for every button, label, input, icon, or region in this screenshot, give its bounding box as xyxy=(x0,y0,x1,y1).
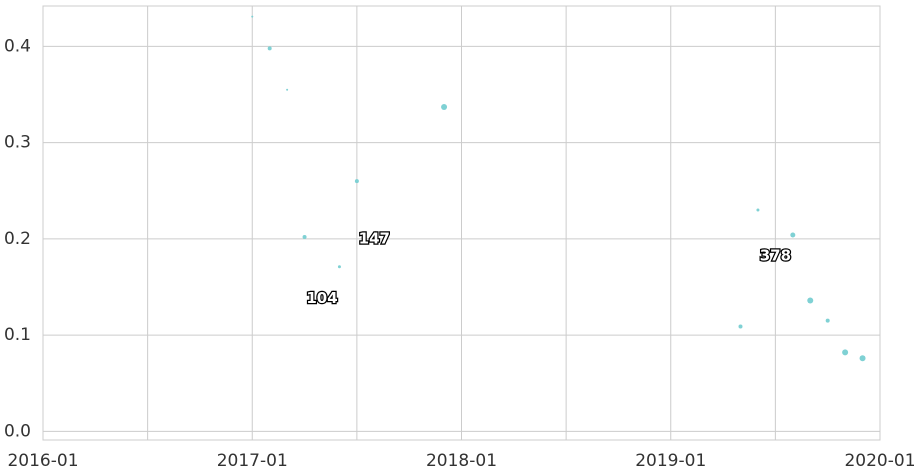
point xyxy=(302,234,307,239)
point xyxy=(738,324,743,329)
point xyxy=(825,318,830,323)
y-tick-label: 0.4 xyxy=(4,36,31,56)
x-tick-label: 2020-01 xyxy=(844,451,915,471)
point xyxy=(286,88,289,91)
x-tick-label: 2017-01 xyxy=(217,451,288,471)
point xyxy=(267,46,272,51)
point xyxy=(354,179,359,184)
x-tick-label: 2016-01 xyxy=(7,451,78,471)
point xyxy=(859,355,866,362)
x-tick-label: 2018-01 xyxy=(426,451,497,471)
y-tick-label: 0.1 xyxy=(4,325,31,345)
point xyxy=(337,265,341,269)
annotation: 378 xyxy=(760,247,791,265)
annotation: 147 xyxy=(359,229,390,247)
point xyxy=(807,297,814,304)
y-tick-label: 0.2 xyxy=(4,229,31,249)
y-tick-label: 0.3 xyxy=(4,133,31,153)
x-tick-label: 2019-01 xyxy=(635,451,706,471)
point xyxy=(790,232,796,238)
annotation: 104 xyxy=(306,289,337,307)
point xyxy=(251,15,254,18)
point xyxy=(842,349,849,356)
point xyxy=(441,104,448,111)
point xyxy=(756,208,760,212)
y-tick-label: 0.0 xyxy=(4,421,31,441)
